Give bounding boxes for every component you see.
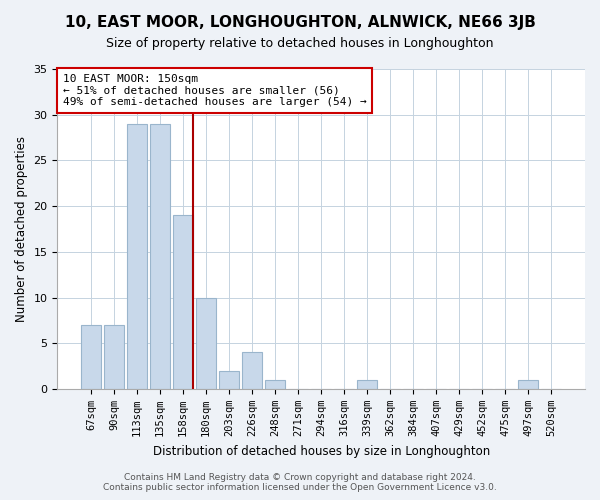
Bar xyxy=(220,370,239,389)
Text: Size of property relative to detached houses in Longhoughton: Size of property relative to detached ho… xyxy=(106,38,494,51)
Bar xyxy=(196,298,216,389)
Text: 10 EAST MOOR: 150sqm
← 51% of detached houses are smaller (56)
49% of semi-detac: 10 EAST MOOR: 150sqm ← 51% of detached h… xyxy=(62,74,367,107)
Bar xyxy=(104,325,124,389)
Bar xyxy=(358,380,377,389)
Bar xyxy=(151,124,170,389)
Bar xyxy=(242,352,262,389)
Bar xyxy=(127,124,147,389)
Bar xyxy=(265,380,285,389)
Bar xyxy=(82,325,101,389)
X-axis label: Distribution of detached houses by size in Longhoughton: Distribution of detached houses by size … xyxy=(152,444,490,458)
Text: Contains HM Land Registry data © Crown copyright and database right 2024.
Contai: Contains HM Land Registry data © Crown c… xyxy=(103,473,497,492)
Text: 10, EAST MOOR, LONGHOUGHTON, ALNWICK, NE66 3JB: 10, EAST MOOR, LONGHOUGHTON, ALNWICK, NE… xyxy=(65,15,535,30)
Bar xyxy=(518,380,538,389)
Bar xyxy=(173,216,193,389)
Y-axis label: Number of detached properties: Number of detached properties xyxy=(15,136,28,322)
